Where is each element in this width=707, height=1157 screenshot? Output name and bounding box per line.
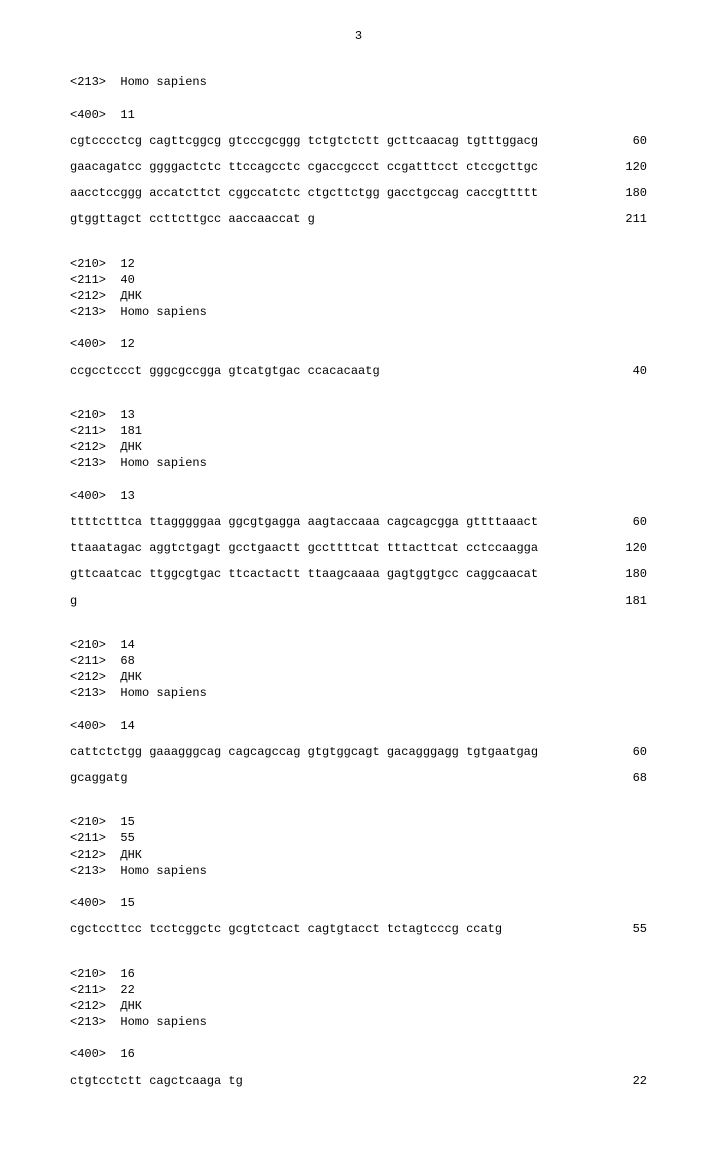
- sequence-position: 55: [607, 921, 647, 937]
- entry-header-block: <210> 16<211> 22<212> ДНК<213> Homo sapi…: [70, 966, 647, 1063]
- header-line: <400> 14: [70, 718, 647, 734]
- header-line: <211> 40: [70, 272, 647, 288]
- header-line: <210> 13: [70, 407, 647, 423]
- header-line: <400> 12: [70, 336, 647, 352]
- sequence-position: 60: [607, 744, 647, 760]
- sequence-line: gaacagatcc ggggactctc ttccagcctc cgaccgc…: [70, 159, 647, 175]
- sequence-position: 120: [607, 159, 647, 175]
- header-line: <212> ДНК: [70, 998, 647, 1014]
- header-line: [70, 320, 647, 336]
- sequence-text: aacctccggg accatcttct cggccatctc ctgcttc…: [70, 185, 538, 201]
- sequence-position: 180: [607, 566, 647, 582]
- sequence-line: ccgcctccct gggcgccgga gtcatgtgac ccacaca…: [70, 363, 647, 379]
- sequence-line: ttaaatagac aggtctgagt gcctgaactt gcctttt…: [70, 540, 647, 556]
- header-line: <213> Homo sapiens: [70, 1014, 647, 1030]
- header-line: [70, 1030, 647, 1046]
- header-line: <211> 55: [70, 830, 647, 846]
- sequence-text: gcaggatg: [70, 770, 128, 786]
- sequence-text: cgtcccctcg cagttcggcg gtcccgcggg tctgtct…: [70, 133, 538, 149]
- sequence-listing-page: 3 <213> Homo sapiens <400> 11 cgtcccctcg …: [0, 0, 707, 1157]
- sequence-line: gcaggatg 68: [70, 770, 647, 786]
- entry-header-block: <210> 12<211> 40<212> ДНК<213> Homo sapi…: [70, 256, 647, 353]
- sequence-line: cgctccttcc tcctcggctc gcgtctcact cagtgta…: [70, 921, 647, 937]
- header-line: <400> 13: [70, 488, 647, 504]
- sequence-entry: <210> 16<211> 22<212> ДНК<213> Homo sapi…: [70, 966, 647, 1089]
- header-line: <213> Homo sapiens: [70, 455, 647, 471]
- sequence-line: g 181: [70, 593, 647, 609]
- sequence-position: 22: [607, 1073, 647, 1089]
- sequence-text: gttcaatcac ttggcgtgac ttcactactt ttaagca…: [70, 566, 538, 582]
- header-line: [70, 701, 647, 717]
- header-line: [70, 472, 647, 488]
- page-number: 3: [70, 28, 647, 44]
- sequence-entry: <213> Homo sapiens <400> 11 cgtcccctcg ca…: [70, 74, 647, 227]
- header-line: <210> 16: [70, 966, 647, 982]
- header-line: <212> ДНК: [70, 439, 647, 455]
- sequence-text: ttttctttca ttagggggaa ggcgtgagga aagtacc…: [70, 514, 538, 530]
- sequence-line: ctgtcctctt cagctcaaga tg 22: [70, 1073, 647, 1089]
- sequence-position: 60: [607, 514, 647, 530]
- header-line: <400> 11: [70, 107, 647, 123]
- header-line: <210> 15: [70, 814, 647, 830]
- header-line: <213> Homo sapiens: [70, 304, 647, 320]
- header-line: <212> ДНК: [70, 669, 647, 685]
- sequence-text: g: [70, 593, 77, 609]
- header-line: <400> 16: [70, 1046, 647, 1062]
- sequence-text: ttaaatagac aggtctgagt gcctgaactt gcctttt…: [70, 540, 538, 556]
- sequence-line: gttcaatcac ttggcgtgac ttcactactt ttaagca…: [70, 566, 647, 582]
- header-line: <211> 22: [70, 982, 647, 998]
- header-line: <213> Homo sapiens: [70, 863, 647, 879]
- sequence-entry: <210> 15<211> 55<212> ДНК<213> Homo sapi…: [70, 814, 647, 937]
- sequence-position: 211: [607, 211, 647, 227]
- sequence-line: ttttctttca ttagggggaa ggcgtgagga aagtacc…: [70, 514, 647, 530]
- sequence-entry: <210> 12<211> 40<212> ДНК<213> Homo sapi…: [70, 256, 647, 379]
- header-line: [70, 879, 647, 895]
- entry-header-block: <210> 14<211> 68<212> ДНК<213> Homo sapi…: [70, 637, 647, 734]
- sequence-line: aacctccggg accatcttct cggccatctc ctgcttc…: [70, 185, 647, 201]
- sequence-text: gaacagatcc ggggactctc ttccagcctc cgaccgc…: [70, 159, 538, 175]
- header-line: <210> 14: [70, 637, 647, 653]
- sequence-position: 68: [607, 770, 647, 786]
- header-line: <212> ДНК: [70, 847, 647, 863]
- sequence-line: gtggttagct ccttcttgcc aaccaaccat g 211: [70, 211, 647, 227]
- sequence-position: 181: [607, 593, 647, 609]
- entry-header-block: <210> 15<211> 55<212> ДНК<213> Homo sapi…: [70, 814, 647, 911]
- sequence-text: ccgcctccct gggcgccgga gtcatgtgac ccacaca…: [70, 363, 380, 379]
- sequence-text: cgctccttcc tcctcggctc gcgtctcact cagtgta…: [70, 921, 502, 937]
- entries-container: <213> Homo sapiens <400> 11 cgtcccctcg ca…: [70, 74, 647, 1089]
- sequence-position: 120: [607, 540, 647, 556]
- header-line: <213> Homo sapiens: [70, 74, 647, 90]
- header-line: <400> 15: [70, 895, 647, 911]
- sequence-position: 40: [607, 363, 647, 379]
- header-line: <211> 68: [70, 653, 647, 669]
- header-line: <211> 181: [70, 423, 647, 439]
- sequence-entry: <210> 14<211> 68<212> ДНК<213> Homo sapi…: [70, 637, 647, 787]
- header-line: <212> ДНК: [70, 288, 647, 304]
- sequence-entry: <210> 13<211> 181<212> ДНК<213> Homo sap…: [70, 407, 647, 609]
- sequence-text: gtggttagct ccttcttgcc aaccaaccat g: [70, 211, 315, 227]
- header-line: <210> 12: [70, 256, 647, 272]
- sequence-text: cattctctgg gaaagggcag cagcagccag gtgtggc…: [70, 744, 538, 760]
- sequence-position: 180: [607, 185, 647, 201]
- header-line: [70, 90, 647, 106]
- sequence-text: ctgtcctctt cagctcaaga tg: [70, 1073, 243, 1089]
- entry-header-block: <210> 13<211> 181<212> ДНК<213> Homo sap…: [70, 407, 647, 504]
- header-line: <213> Homo sapiens: [70, 685, 647, 701]
- sequence-position: 60: [607, 133, 647, 149]
- sequence-line: cgtcccctcg cagttcggcg gtcccgcggg tctgtct…: [70, 133, 647, 149]
- entry-header-block: <213> Homo sapiens <400> 11: [70, 74, 647, 123]
- sequence-line: cattctctgg gaaagggcag cagcagccag gtgtggc…: [70, 744, 647, 760]
